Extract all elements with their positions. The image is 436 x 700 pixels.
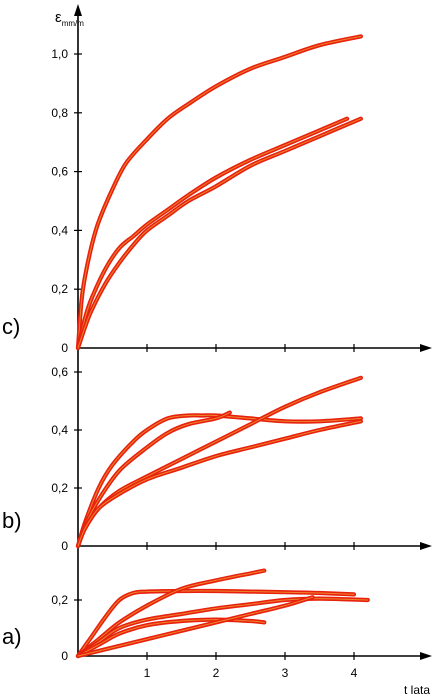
curve-c-1 xyxy=(75,34,363,351)
curve-highlight-c-2 xyxy=(77,118,348,349)
curve-highlight-a-2 xyxy=(77,570,265,657)
curve-b-3 xyxy=(75,375,363,549)
panel-label-a: a) xyxy=(2,624,22,649)
axis-ticks: 0 0,2 0,4 0,6 0,8 1,0 0 0,2 0,4 0,6 0 0,2 1 2 3 4 xyxy=(51,47,357,680)
curve-b-1 xyxy=(75,413,363,549)
ytick-label-b-2: 0,4 xyxy=(51,423,68,437)
creep-curves xyxy=(75,34,370,659)
curve-highlight-c-3 xyxy=(77,118,362,349)
curve-highlight-a-5 xyxy=(77,596,314,657)
xtick-label-a-2: 3 xyxy=(282,666,289,680)
y-axis-label-unit: mm/m xyxy=(62,19,85,28)
x-axis-arrow-panel-b xyxy=(420,542,432,550)
x-axis-arrow-panel-c xyxy=(420,344,432,352)
ytick-label-c-5: 1,0 xyxy=(51,47,68,61)
curve-c-3 xyxy=(75,116,363,351)
ytick-label-b-1: 0,2 xyxy=(51,481,68,495)
curve-c-2 xyxy=(75,116,350,351)
xtick-label-a-0: 1 xyxy=(144,666,151,680)
curve-highlight-a-1 xyxy=(77,590,355,657)
curve-highlight-c-1 xyxy=(77,35,362,349)
ytick-label-c-3: 0,6 xyxy=(51,165,68,179)
curve-highlight-b-3 xyxy=(77,377,362,547)
curve-highlight-a-4 xyxy=(77,619,265,657)
curve-highlight-b-4 xyxy=(77,420,362,547)
curve-b-2 xyxy=(75,410,232,549)
ytick-label-b-0: 0 xyxy=(61,539,68,553)
panel-label-c: c) xyxy=(2,314,20,339)
panel-label-b: b) xyxy=(2,508,22,533)
ytick-label-a-0: 0 xyxy=(61,649,68,663)
ytick-label-b-3: 0,6 xyxy=(51,365,68,379)
ytick-label-a-1: 0,2 xyxy=(51,593,68,607)
y-axis-label: εmm/m xyxy=(55,9,84,28)
ytick-label-c-0: 0 xyxy=(61,341,68,355)
y-axis-arrow xyxy=(74,4,82,16)
xtick-label-a-1: 2 xyxy=(213,666,220,680)
x-axis-arrow-panel-a xyxy=(420,652,432,660)
x-axis-label: t lata xyxy=(404,683,430,697)
ytick-label-c-4: 0,8 xyxy=(51,106,68,120)
ytick-label-c-2: 0,4 xyxy=(51,223,68,237)
curve-highlight-b-2 xyxy=(77,412,231,547)
y-axis-label-symbol: ε xyxy=(55,9,62,26)
xtick-label-a-3: 4 xyxy=(351,666,358,680)
curve-highlight-b-1 xyxy=(77,414,362,547)
ytick-label-c-1: 0,2 xyxy=(51,282,68,296)
